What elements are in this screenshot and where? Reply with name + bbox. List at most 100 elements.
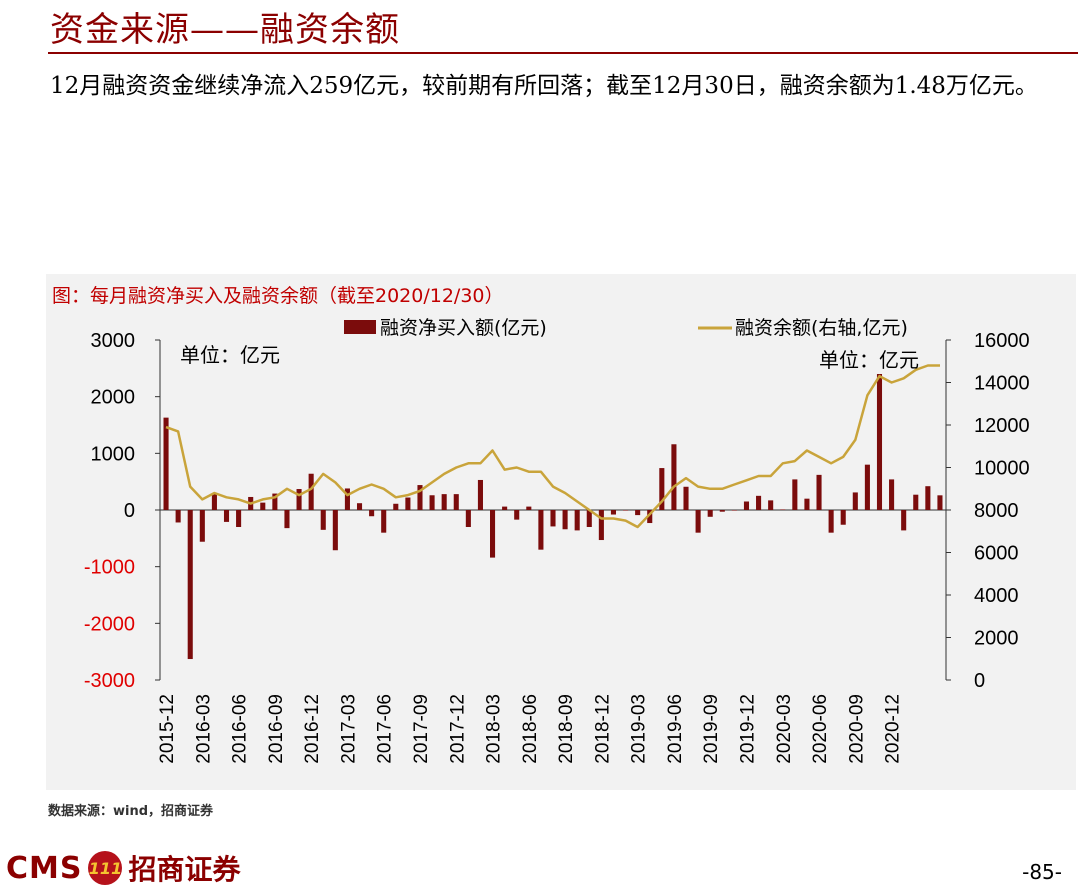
bar-net-buy	[163, 417, 169, 510]
logo-chinese-name: 招商证券	[128, 853, 241, 886]
x-tick-label: 2020-12	[883, 694, 904, 764]
financing-chart: 3000200010000-1000-2000-3000160001400012…	[84, 317, 1030, 764]
page-number: -85-	[1022, 860, 1062, 884]
bar-net-buy	[937, 495, 943, 510]
bar-net-buy	[453, 494, 459, 510]
right-tick-label: 12000	[974, 415, 1030, 437]
bar-net-buy	[550, 510, 556, 527]
right-tick-label: 14000	[974, 373, 1030, 395]
bar-net-buy	[465, 510, 471, 527]
bar-net-buy	[659, 468, 665, 510]
x-tick-label: 2019-06	[665, 694, 686, 764]
left-tick-label: -3000	[84, 670, 135, 692]
bar-net-buy	[199, 510, 205, 542]
logo-text: CMS	[6, 850, 83, 886]
bar-net-buy	[236, 510, 242, 527]
bar-net-buy	[574, 510, 580, 531]
cms-logo: CMS 111 招商证券	[6, 848, 241, 888]
left-tick-label: -2000	[84, 613, 135, 635]
left-tick-label: 1000	[91, 443, 136, 465]
x-tick-label: 2016-03	[193, 694, 214, 764]
x-tick-label: 2017-12	[447, 694, 468, 764]
x-tick-label: 2017-09	[411, 694, 432, 764]
bar-net-buy	[393, 503, 399, 510]
left-unit-label: 单位：亿元	[180, 343, 280, 367]
x-tick-label: 2016-12	[302, 694, 323, 764]
bar-net-buy	[308, 473, 314, 510]
title-divider	[48, 52, 1078, 54]
bar-net-buy	[864, 464, 870, 510]
bar-series	[163, 374, 943, 660]
bar-net-buy	[477, 479, 483, 510]
right-tick-label: 10000	[974, 458, 1030, 480]
bar-net-buy	[623, 510, 629, 511]
bar-net-buy	[526, 506, 532, 510]
right-tick-label: 4000	[974, 585, 1019, 607]
left-tick-label: 0	[124, 500, 135, 522]
right-unit-label: 单位：亿元	[819, 348, 919, 372]
legend-bar-swatch	[344, 320, 376, 334]
x-tick-label: 2020-06	[810, 694, 831, 764]
bar-net-buy	[211, 493, 217, 510]
x-tick-label: 2019-12	[738, 694, 759, 764]
bar-net-buy	[502, 506, 508, 510]
bar-net-buy	[272, 493, 278, 510]
page-title: 资金来源——融资余额	[50, 10, 400, 50]
bar-net-buy	[707, 510, 713, 517]
bar-net-buy	[876, 374, 883, 510]
bar-net-buy	[429, 495, 435, 510]
right-tick-label: 2000	[974, 628, 1019, 650]
x-tick-label: 2020-09	[846, 694, 867, 764]
right-tick-label: 0	[974, 670, 985, 692]
bar-net-buy	[695, 510, 701, 533]
bar-net-buy	[828, 510, 834, 533]
bar-net-buy	[223, 510, 230, 522]
bar-net-buy	[683, 486, 689, 510]
bar-net-buy	[756, 495, 762, 510]
x-tick-label: 2018-03	[484, 694, 505, 764]
bar-net-buy	[731, 510, 737, 511]
bar-net-buy	[647, 510, 653, 524]
line-series	[165, 364, 940, 529]
left-tick-label: -1000	[84, 557, 135, 579]
bar-net-buy	[187, 510, 193, 660]
bar-net-buy	[514, 510, 520, 520]
bar-net-buy	[804, 498, 810, 510]
bar-net-buy	[175, 510, 181, 523]
bar-net-buy	[405, 497, 411, 510]
bar-net-buy	[489, 510, 496, 558]
bar-net-buy	[913, 494, 919, 510]
right-tick-label: 6000	[974, 543, 1019, 565]
bar-net-buy	[381, 510, 387, 533]
x-tick-label: 2018-06	[520, 694, 541, 764]
x-tick-label: 2019-03	[629, 694, 650, 764]
bar-net-buy	[441, 494, 447, 510]
bar-net-buy	[260, 502, 266, 510]
bar-net-buy	[635, 510, 641, 516]
legend-line-label: 融资余额(右轴,亿元)	[735, 317, 908, 339]
bar-net-buy	[925, 486, 931, 510]
chart-panel	[46, 274, 1076, 790]
bar-net-buy	[852, 492, 858, 510]
bar-net-buy	[562, 510, 568, 530]
right-tick-label: 16000	[974, 330, 1030, 352]
x-tick-label: 2020-03	[774, 694, 795, 764]
bar-net-buy	[768, 500, 774, 510]
source-note: 数据来源：wind，招商证券	[48, 804, 214, 819]
bar-net-buy	[816, 474, 822, 510]
x-tick-label: 2016-06	[230, 694, 251, 764]
bar-net-buy	[743, 501, 750, 510]
bar-net-buy	[320, 510, 326, 530]
bar-net-buy	[780, 509, 786, 510]
chart-legend: 融资净买入额(亿元) 融资余额(右轴,亿元)	[344, 317, 908, 339]
bar-net-buy	[586, 510, 592, 527]
bar-net-buy	[417, 485, 423, 510]
right-tick-label: 8000	[974, 500, 1019, 522]
bar-net-buy	[610, 510, 617, 515]
legend-bar-label: 融资净买入额(亿元)	[380, 317, 547, 339]
bar-net-buy	[344, 488, 350, 510]
bar-net-buy	[598, 510, 604, 541]
bar-net-buy	[901, 510, 907, 531]
x-tick-label: 2018-09	[556, 694, 577, 764]
logo-emblem-icon: 111	[88, 851, 123, 885]
